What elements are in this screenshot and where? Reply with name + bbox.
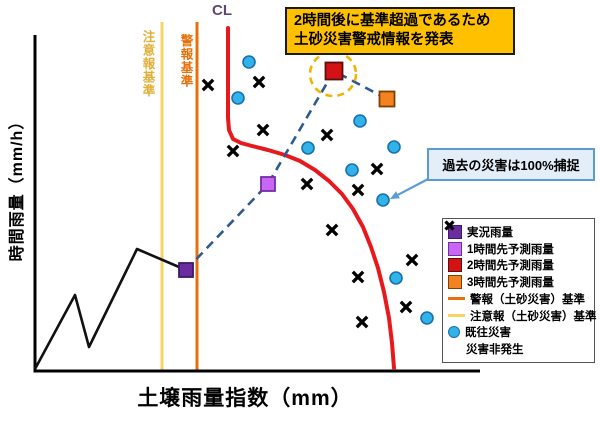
legend-item: 2時間先予測雨量: [448, 257, 589, 273]
legend-item-label: 注意報（土砂災害）基準: [470, 310, 597, 323]
forecast-square-marker: [178, 262, 194, 278]
non-disaster-x-marker: [351, 183, 365, 197]
legend-item: 1時間先予測雨量: [448, 241, 589, 257]
line-swatch-icon: [448, 297, 465, 301]
past-disaster-marker: [353, 114, 367, 128]
highlight-ring: [308, 50, 358, 98]
legend-item-label: 既往災害: [465, 327, 511, 340]
observed-track-line: [33, 247, 187, 370]
forecast-square-marker: [260, 176, 276, 192]
non-disaster-x-marker: [226, 144, 240, 158]
legend-item-label: 3時間先予測雨量: [467, 277, 554, 290]
past-disaster-marker: [345, 163, 359, 177]
past-disaster-marker: [242, 55, 256, 69]
non-disaster-x-marker: [405, 253, 419, 267]
cl-curve: [226, 26, 396, 370]
legend-box: 実況雨量 1時間先予測雨量 2時間先予測雨量 3時間先予測雨量警報（土砂災害）基準 注意…: [442, 218, 597, 363]
legend-item: 既往災害: [448, 324, 589, 340]
callout-arrow-head: [390, 191, 400, 199]
past-disaster-marker: [387, 140, 401, 154]
legend-item: 注意報（土砂災害）基準: [448, 308, 597, 324]
past-disaster-marker: [420, 311, 434, 325]
y-axis-label: 時間雨量（mm/h）: [9, 112, 26, 262]
non-disaster-x-marker: [320, 128, 334, 142]
past-disaster-marker: [376, 193, 390, 207]
non-disaster-x-marker: [201, 78, 215, 92]
forecast-connector-line: [185, 69, 388, 271]
alert-annotation-line2: 土砂災害警戒情報を発表: [294, 32, 454, 49]
circle-swatch-icon: [448, 326, 460, 339]
capture-rate-callout: 過去の災害は100%捕捉: [427, 148, 595, 181]
legend-item: 実況雨量: [448, 224, 589, 240]
past-disaster-marker: [231, 91, 245, 105]
cl-line-label: CL: [212, 2, 232, 19]
legend-item: 3時間先予測雨量: [448, 274, 589, 290]
line-swatch-icon: [448, 314, 465, 318]
non-disaster-x-marker: [399, 300, 413, 314]
legend-item-label: 実況雨量: [467, 227, 513, 239]
square-swatch-icon: [448, 275, 462, 290]
legend-item-label: 2時間先予測雨量: [467, 260, 554, 273]
square-swatch-icon: [448, 241, 462, 256]
past-disaster-marker: [301, 141, 315, 155]
alert-annotation-box: 2時間後に基準超過であるため 土砂災害警戒情報を発表: [285, 7, 515, 56]
non-disaster-x-marker: [325, 223, 339, 237]
non-disaster-x-marker: [252, 75, 266, 89]
alert-annotation-line1: 2時間後に基準超過であるため: [294, 13, 491, 29]
advisory-line-label: 注意報基準: [140, 30, 155, 98]
axes: [33, 35, 480, 373]
legend-item: 災害非発生: [444, 220, 589, 357]
forecast-square-marker: [324, 61, 344, 81]
legend-item-label: 警報（土砂災害）基準: [470, 293, 585, 306]
non-disaster-x-marker: [256, 123, 270, 137]
forecast-square-marker: [378, 90, 396, 108]
warning-line-label: 警報基準: [178, 34, 193, 88]
callout-arrow-line: [397, 177, 431, 196]
square-swatch-icon: [448, 258, 462, 273]
non-disaster-x-marker: [370, 162, 384, 176]
non-disaster-x-marker: [300, 177, 314, 191]
legend-item: 警報（土砂災害）基準: [448, 291, 589, 307]
legend-item-label: 災害非発生: [466, 343, 524, 356]
non-disaster-x-marker: [355, 315, 369, 329]
non-disaster-x-marker: [351, 270, 365, 284]
legend-item-label: 1時間先予測雨量: [467, 243, 554, 256]
past-disaster-marker: [389, 271, 403, 285]
x-axis-label: 土壌雨量指数（mm）: [137, 387, 353, 410]
non-disaster-x-icon: [444, 220, 461, 355]
